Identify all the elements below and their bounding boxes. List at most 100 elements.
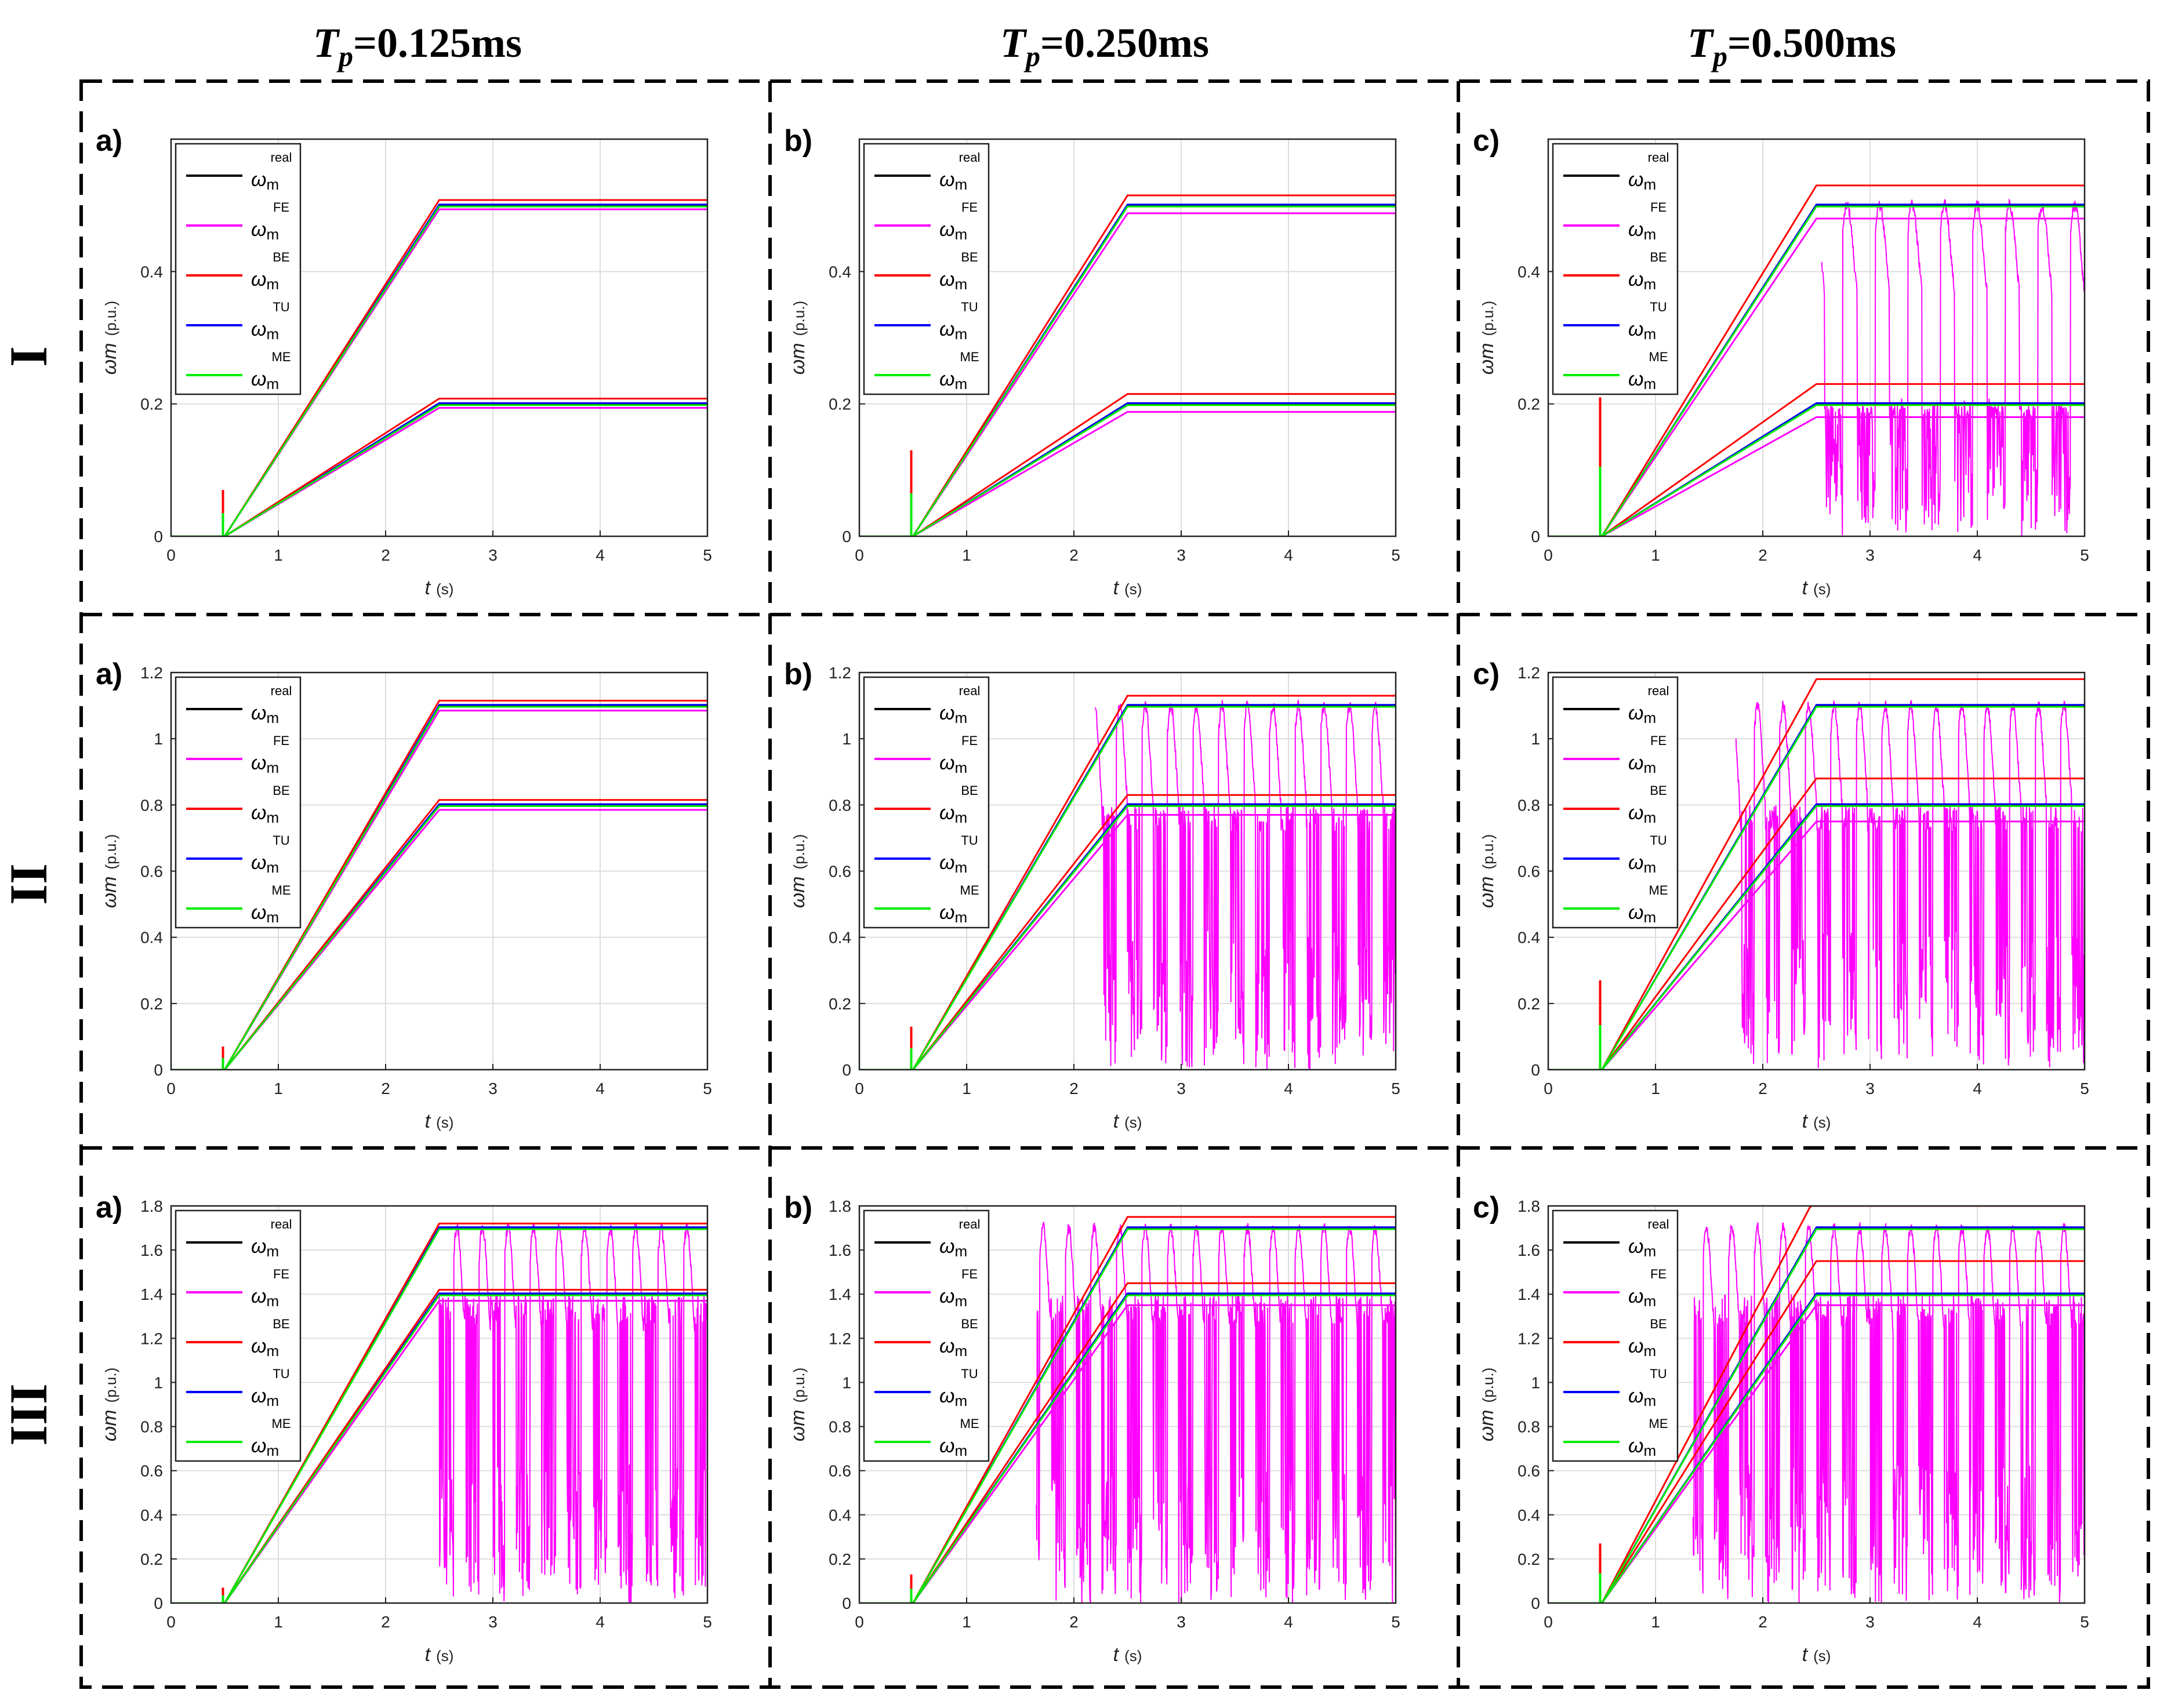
y-tick-label: 0.6 — [140, 863, 163, 881]
x-axis-label: t (s) — [1113, 1110, 1142, 1132]
x-tick-label: 3 — [1865, 1080, 1875, 1098]
x-tick-label: 3 — [1865, 546, 1875, 564]
x-tick-label: 4 — [596, 546, 605, 564]
y-tick-label: 0.6 — [140, 1462, 163, 1480]
legend-sup-me: ME — [272, 350, 291, 364]
y-tick-label: 1 — [1531, 1373, 1540, 1391]
legend-sup-real: real — [1648, 684, 1669, 698]
legend-label-me: ωm — [1628, 368, 1656, 393]
x-tick-label: 4 — [1973, 1613, 1982, 1631]
legend: real ωm FE ωm BE ωm TU ωm ME ωm — [863, 1209, 990, 1462]
legend-label-me: ωm — [939, 368, 967, 393]
x-tick-label: 1 — [274, 1613, 283, 1631]
y-axis-label: ωm(p.u.) — [1476, 301, 1498, 375]
series-group — [859, 695, 1396, 1070]
legend-sup-fe: FE — [273, 733, 289, 748]
legend-sup-be: BE — [961, 1317, 978, 1331]
y-tick-label: 0.2 — [829, 1550, 851, 1568]
panel-3-3: 0 1 2 3 4 5 0 0.2 0.4 0.6 0.8 1 1.2 1.4 1.6 1.8 t (s) ωm(p… — [1473, 1191, 2089, 1666]
x-tick-label: 1 — [1651, 1613, 1660, 1631]
legend-label-real: ωm — [1628, 702, 1656, 726]
y-tick-label: 0.4 — [1517, 1506, 1540, 1524]
y-tick-label: 1.8 — [1517, 1197, 1540, 1215]
legend-label-real: ωm — [939, 702, 967, 726]
series-be-2 — [859, 1216, 1396, 1603]
y-tick-label: 0.4 — [140, 929, 163, 947]
legend-sup-me: ME — [1649, 1416, 1668, 1431]
series-fe-oscillation — [438, 1222, 707, 1603]
y-tick-label: 0 — [154, 528, 163, 546]
legend-label-real: ωm — [251, 702, 279, 726]
legend-label-tu: ωm — [251, 852, 279, 876]
dashed-frame — [79, 79, 2150, 1689]
legend-sup-fe: FE — [961, 1267, 978, 1281]
legend-sup-tu: TU — [1650, 1367, 1667, 1381]
y-tick-label: 0.4 — [1517, 263, 1540, 281]
series-me-2 — [859, 1228, 1396, 1603]
y-tick-label: 0.2 — [829, 995, 851, 1013]
panel-1-3: 0 1 2 3 4 5 0 0.2 0.4 t (s) ωm(p.u.) c) real ωm FE ωm BE ω… — [1473, 124, 2089, 599]
x-tick-label: 0 — [855, 1080, 864, 1098]
legend-label-fe: ωm — [251, 752, 279, 776]
series-be-2 — [1548, 1206, 2085, 1603]
y-tick-label: 0.4 — [829, 263, 851, 281]
series-group — [859, 1216, 1396, 1603]
legend: real ωm FE ωm BE ωm TU ωm ME ωm — [863, 143, 990, 395]
series-me-1 — [171, 805, 707, 1070]
x-tick-label: 5 — [2080, 1080, 2089, 1098]
legend-label-fe: ωm — [939, 219, 967, 243]
legend-label-real: ωm — [939, 1235, 967, 1260]
legend-sup-be: BE — [961, 250, 978, 264]
series-me-2 — [1548, 1228, 2085, 1603]
panel-letter: c) — [1473, 1191, 1500, 1224]
axes-frame — [858, 138, 1397, 537]
x-tick-label: 3 — [1177, 1080, 1186, 1098]
legend-sup-fe: FE — [1650, 200, 1667, 215]
x-tick-label: 5 — [703, 1080, 712, 1098]
legend-label-tu: ωm — [1628, 1385, 1656, 1409]
y-tick-label: 0.2 — [829, 395, 851, 413]
legend-label-be: ωm — [1628, 1335, 1656, 1360]
y-tick-label: 1.6 — [140, 1241, 163, 1259]
y-tick-label: 0 — [1531, 1061, 1540, 1079]
legend-sup-be: BE — [273, 250, 289, 264]
x-tick-label: 0 — [166, 1080, 176, 1098]
legend: real ωm FE ωm BE ωm TU ωm ME ωm — [1552, 143, 1679, 395]
y-tick-label: 1.2 — [829, 664, 851, 682]
x-axis-label: t (s) — [1113, 1644, 1142, 1666]
y-tick-label: 0 — [842, 528, 851, 546]
series-group — [171, 700, 707, 1070]
legend-sup-real: real — [271, 150, 292, 165]
legend-label-tu: ωm — [1628, 852, 1656, 876]
x-tick-label: 2 — [1758, 1613, 1767, 1631]
legend-label-fe: ωm — [1628, 219, 1656, 243]
y-tick-label: 1.4 — [829, 1285, 851, 1303]
y-tick-label: 0.8 — [140, 1418, 163, 1436]
legend-sup-fe: FE — [273, 200, 289, 215]
x-axis-label: t (s) — [1802, 1110, 1831, 1132]
y-tick-label: 0 — [1531, 528, 1540, 546]
panel-1-1: 0 1 2 3 4 5 0 0.2 0.4 t (s) ωm(p.u.) a) real ωm FE ωm BE ω… — [96, 124, 712, 599]
panel-2-2: 0 1 2 3 4 5 0 0.2 0.4 0.6 0.8 1 1.2 t (s) ωm(p.u.) b) rea… — [784, 657, 1400, 1132]
x-tick-label: 1 — [962, 1613, 971, 1631]
legend-label-tu: ωm — [251, 318, 279, 343]
y-tick-label: 1.2 — [1517, 664, 1540, 682]
axes-frame — [1547, 138, 2086, 537]
y-tick-label: 1.6 — [1517, 1241, 1540, 1259]
column-title-1: Tp=0.125ms — [313, 20, 522, 72]
x-tick-label: 0 — [855, 1613, 864, 1631]
y-tick-label: 1.2 — [140, 664, 163, 682]
x-tick-label: 4 — [1973, 546, 1982, 564]
x-tick-label: 4 — [1973, 1080, 1982, 1098]
y-tick-label: 1.2 — [1517, 1329, 1540, 1347]
series-fe-oscillation — [1735, 700, 2085, 1069]
x-tick-label: 2 — [381, 546, 390, 564]
legend-label-me: ωm — [251, 1435, 279, 1459]
series-fe-1 — [859, 1304, 1396, 1603]
y-tick-label: 0.4 — [829, 1506, 851, 1524]
x-tick-label: 0 — [1544, 1080, 1553, 1098]
x-tick-label: 1 — [962, 1080, 971, 1098]
x-tick-label: 1 — [1651, 546, 1660, 564]
panel-letter: b) — [784, 1191, 812, 1224]
x-tick-label: 2 — [1069, 546, 1079, 564]
